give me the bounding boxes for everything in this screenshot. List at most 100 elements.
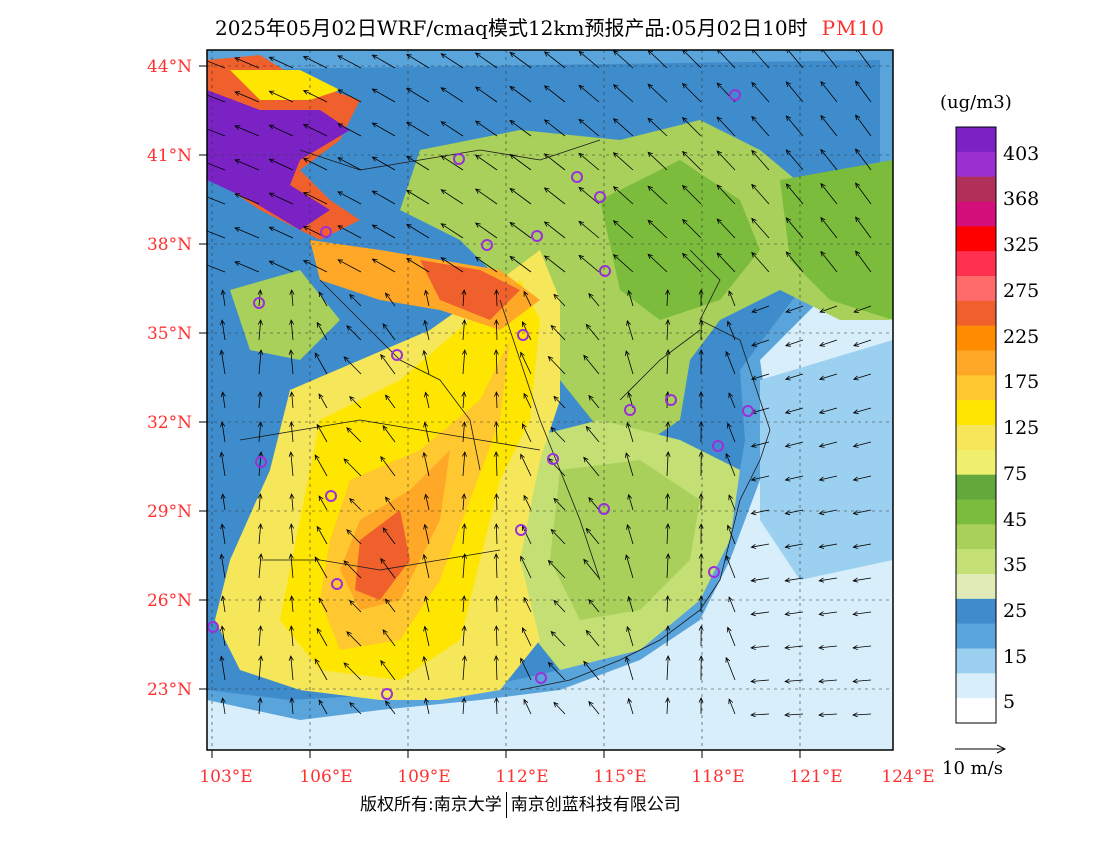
wind-arrow — [318, 393, 328, 409]
wind-arrow — [750, 712, 770, 718]
wind-arrow — [852, 509, 872, 516]
wind-arrow — [547, 661, 566, 681]
wind-arrow — [423, 625, 430, 647]
wind-arrow — [380, 353, 396, 375]
wind-arrow — [380, 659, 396, 681]
wind-arrow — [716, 184, 736, 205]
green-southeast-dark — [550, 460, 700, 620]
map-frame — [206, 49, 894, 751]
wind-arrow — [784, 407, 804, 415]
wind-arrow — [543, 153, 566, 171]
wind-arrow — [852, 373, 872, 381]
wind-arrow — [820, 250, 838, 273]
wind-arrow — [852, 475, 872, 482]
city-marker — [624, 404, 636, 416]
wind-arrow — [289, 319, 295, 341]
lon-label: 112°E — [495, 767, 548, 787]
wind-arrow — [821, 50, 838, 69]
wind-arrow — [337, 191, 362, 205]
wind-arrow — [520, 453, 532, 477]
wind-arrow — [220, 289, 226, 307]
colorbar-swatch — [956, 226, 996, 252]
wind-arrow — [461, 625, 467, 647]
lat-label: 38°N — [147, 235, 192, 255]
ocean-band-east — [760, 340, 893, 580]
colorbar-label: 35 — [1003, 554, 1027, 576]
colorbar-swatch — [956, 151, 996, 177]
green-west — [230, 270, 340, 360]
copyright-footer: 版权所有:南京大学 南京创蓝科技有限公司 — [360, 790, 681, 818]
wind-arrow — [302, 158, 328, 171]
wind-arrow — [550, 426, 566, 443]
colorbar-units: (ug/m3) — [940, 92, 1012, 113]
lat-label: 35°N — [147, 324, 192, 344]
wind-arrow — [509, 153, 532, 171]
wind-arrow — [474, 120, 498, 137]
wind-arrow — [424, 289, 430, 307]
wind-arrow — [522, 627, 532, 647]
wind-arrow — [234, 125, 260, 137]
wind-arrow — [750, 475, 770, 482]
border-east-west — [239, 419, 541, 451]
wind-arrow — [440, 53, 464, 69]
wind-arrow — [493, 625, 499, 647]
lon-label: 121°E — [789, 767, 842, 787]
wind-arrow — [647, 185, 668, 205]
wind-arrow — [681, 116, 702, 137]
border-central — [499, 299, 601, 581]
wind-arrow — [207, 128, 226, 137]
wind-arrow — [349, 599, 362, 613]
wind-arrow — [523, 494, 532, 511]
wind-arrow — [716, 218, 736, 239]
wind-arrow — [784, 644, 804, 650]
wind-arrow — [493, 349, 499, 375]
wind-arrow — [343, 560, 362, 579]
colorbar-label: 25 — [1003, 600, 1027, 622]
lon-label: 118°E — [691, 767, 744, 787]
wind-arrow — [588, 292, 600, 307]
wind-arrow — [337, 225, 362, 239]
wind-arrow — [728, 494, 736, 511]
wind-arrow — [583, 660, 600, 681]
wind-arrow — [818, 441, 838, 448]
wind-arrow — [461, 391, 467, 409]
wind-arrow — [474, 86, 498, 103]
wind-arrow — [405, 53, 430, 69]
colorbar-swatch — [956, 449, 996, 475]
wind-arrow — [493, 451, 499, 477]
colorbar-swatch — [956, 524, 996, 550]
wind-arrow — [583, 456, 600, 477]
wind-arrow — [523, 698, 532, 715]
wind-arrow — [268, 124, 294, 137]
wind-arrow — [314, 352, 328, 375]
wind-arrow — [543, 187, 566, 205]
wind-arrow — [665, 493, 671, 511]
wind-arrow — [588, 496, 600, 511]
wind-arrow — [207, 60, 226, 69]
wind-arrow — [852, 712, 872, 718]
wind-arrow — [474, 154, 498, 171]
wind-arrow — [698, 319, 704, 341]
wind-arrow — [784, 577, 804, 583]
wind-arrow — [288, 553, 294, 579]
wind-arrow — [219, 655, 226, 681]
city-marker — [729, 89, 741, 101]
wind-arrow — [258, 655, 264, 681]
city-marker — [515, 524, 527, 536]
wind-arrow — [578, 152, 600, 171]
wind-arrow — [818, 373, 838, 381]
wind-arrow — [665, 349, 671, 375]
border-mid — [319, 279, 481, 471]
colorbar-label: 15 — [1003, 646, 1027, 668]
wind-arrow — [852, 644, 872, 650]
colorbar — [955, 126, 997, 724]
colorbar-swatch — [956, 325, 996, 351]
colorbar-label: 125 — [1003, 417, 1039, 439]
wind-arrow — [343, 662, 362, 681]
wind-arrow — [665, 523, 671, 545]
wind-arrow — [785, 251, 804, 273]
wind-arrow — [257, 625, 263, 647]
wind-arrow — [698, 421, 704, 443]
lat-label: 26°N — [147, 591, 192, 611]
